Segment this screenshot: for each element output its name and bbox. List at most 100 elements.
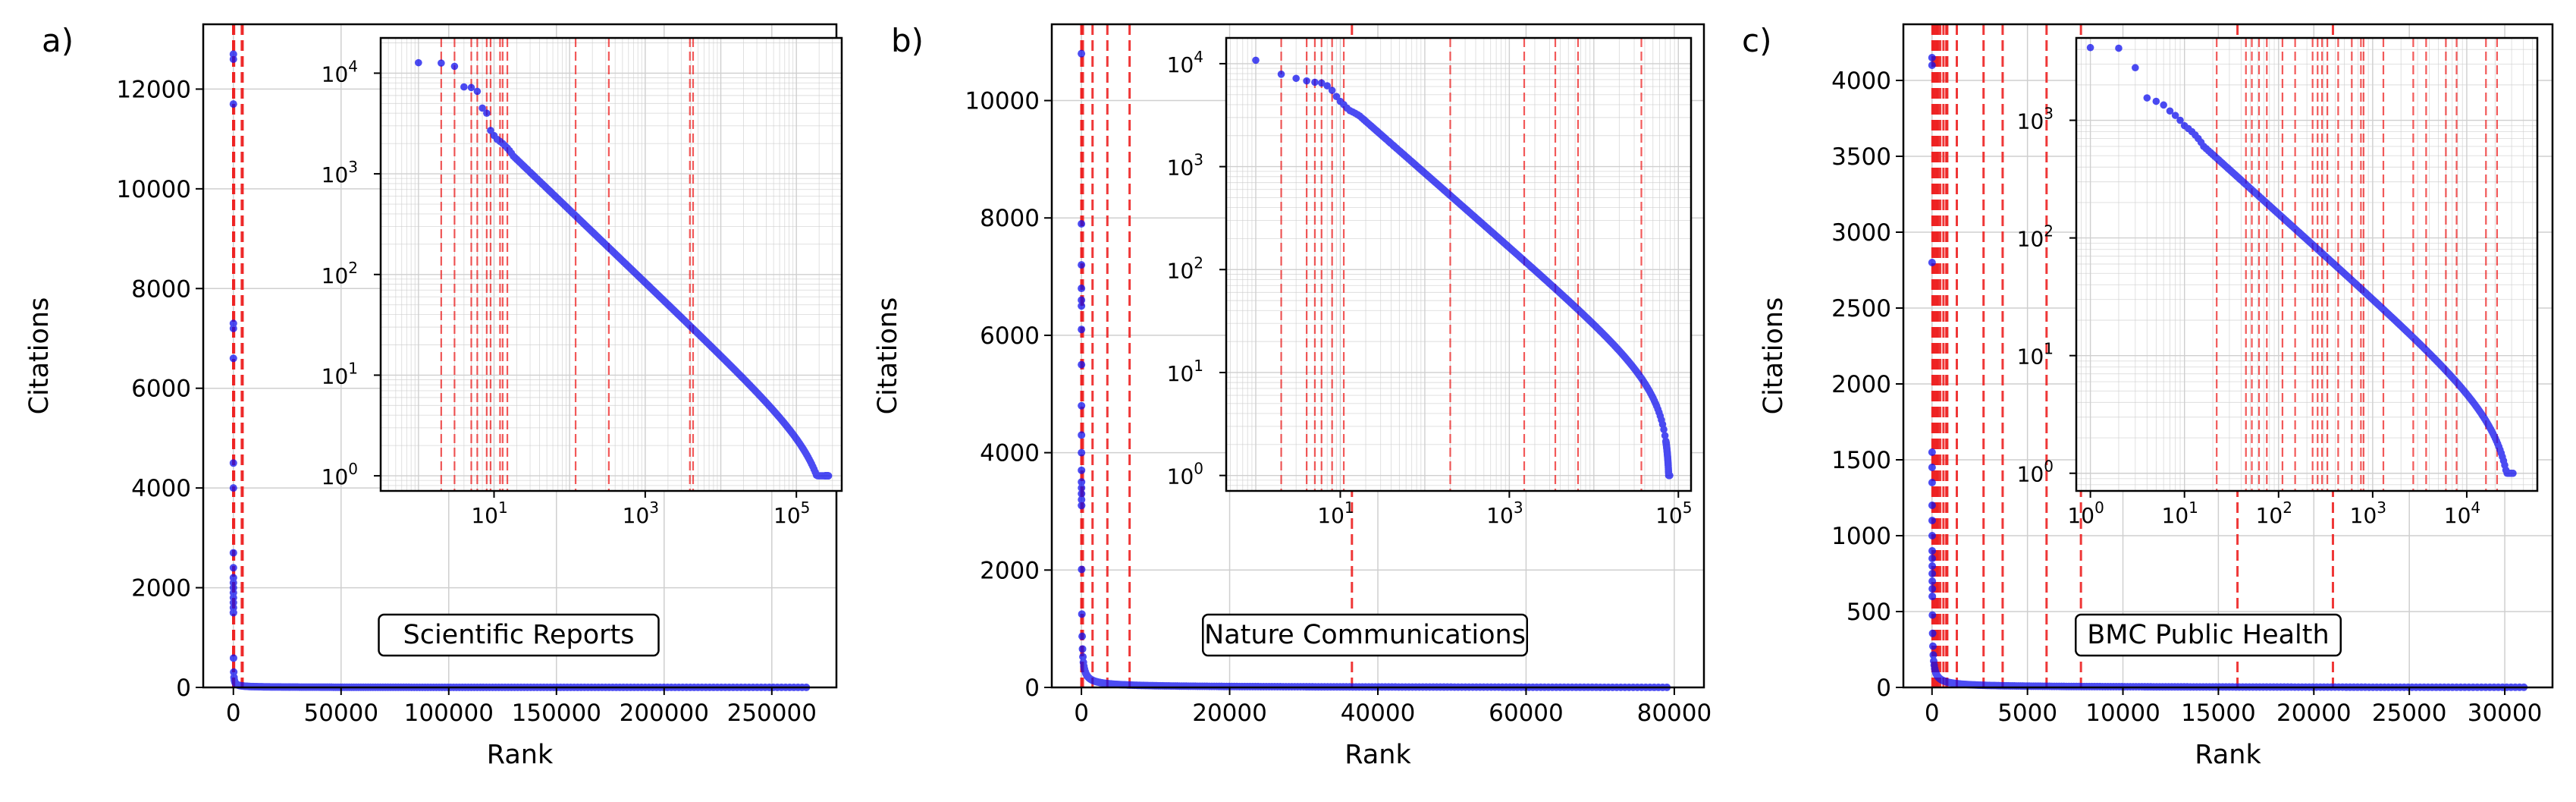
x-tick-label: 10000: [2085, 700, 2160, 727]
legend-text: BMC Public Health: [2087, 620, 2329, 650]
data-point: [1078, 401, 1086, 410]
inset-x-tick-label: 102: [2256, 498, 2292, 528]
data-point: [229, 484, 237, 492]
x-tick-label: 50000: [303, 700, 378, 727]
inset-y-tick-label: 101: [322, 359, 358, 388]
inset-data-point: [2132, 64, 2139, 72]
x-tick-label: 200000: [620, 700, 709, 727]
inset-data-point: [2086, 43, 2094, 52]
y-tick-label: 500: [1846, 599, 1891, 626]
data-point: [1078, 466, 1086, 474]
panel-1: 0 20000 40000 60000 80000 0 2000 4000 6000 8000 10…: [873, 22, 1712, 770]
data-point: [1928, 517, 1936, 524]
data-point: [1078, 360, 1086, 369]
axes-frame: [1902, 23, 2554, 689]
data-point: [229, 564, 237, 572]
inset-y-tick-label: 102: [1167, 253, 1203, 283]
data-point: [229, 549, 237, 557]
data-point: [1078, 484, 1086, 492]
y-tick-label: 1000: [1831, 523, 1891, 550]
inset-data-point: [2160, 101, 2167, 109]
data-point: [1078, 489, 1086, 498]
inset-data-point: [415, 58, 422, 67]
data-point: [1078, 431, 1086, 439]
inset-data-point: [2143, 94, 2151, 102]
legend-frame: [2075, 613, 2342, 657]
x-tick-label: 20000: [2276, 700, 2352, 727]
inset-data-point: [450, 62, 459, 71]
x-tick-label: 25000: [2372, 700, 2447, 727]
data-point: [1078, 565, 1086, 574]
data-point: [1928, 611, 1937, 619]
inset-data-point: [2171, 112, 2179, 119]
data-point: [229, 609, 237, 617]
inset-x-tick-label: 103: [1486, 498, 1523, 528]
y-tick-label: 8000: [131, 275, 191, 303]
inset-data-point: [460, 83, 468, 91]
inset-x-tick-label: 101: [1317, 498, 1354, 528]
data-point: [1928, 629, 1937, 637]
data-point: [1928, 448, 1936, 456]
y-tick-label: 4000: [1831, 68, 1891, 95]
x-tick-label: 30000: [2468, 700, 2543, 727]
x-tick-label: 100000: [404, 700, 494, 727]
data-point: [1928, 61, 1936, 69]
inset-data-point: [1252, 56, 1260, 64]
inset-data-point: [1660, 426, 1668, 433]
data-point: [1078, 219, 1086, 228]
inset-data-point: [824, 472, 833, 480]
inset-background: [1226, 38, 1691, 491]
y-axis-label: Citations: [873, 297, 903, 415]
data-point: [229, 55, 237, 63]
inset-y-tick-label: 104: [322, 57, 358, 86]
legend-frame: [1202, 613, 1528, 657]
data-point: [1078, 296, 1086, 304]
x-tick-label: 60000: [1489, 700, 1564, 727]
data-point: [1928, 562, 1937, 570]
inset-data-point: [1328, 86, 1336, 94]
data-point: [1078, 285, 1086, 293]
inset-x-tick-label: 100: [2067, 498, 2104, 528]
data-point: [229, 354, 237, 363]
inset-y-tick-label: 102: [322, 259, 358, 288]
inset-y-tick-label: 101: [1167, 357, 1203, 386]
data-point: [1928, 585, 1937, 593]
inset-frame: [2075, 36, 2539, 492]
inset-y-tick-label: 104: [1167, 48, 1203, 77]
data-point: [1928, 555, 1937, 562]
data-point: [1928, 577, 1937, 585]
inset-data-point: [1277, 71, 1285, 78]
data-point: [1078, 478, 1086, 486]
x-tick-label: 0: [1925, 700, 1940, 727]
inset-data-point: [2176, 116, 2184, 124]
inset-data-point: [1665, 471, 1674, 480]
inset-y-tick-label: 103: [2017, 105, 2054, 134]
inset-x-tick-label: 105: [1655, 498, 1692, 528]
inset-data-point: [483, 109, 491, 118]
y-tick-label: 1500: [1831, 447, 1891, 474]
y-tick-label: 0: [176, 675, 191, 702]
data-point: [1928, 479, 1936, 486]
x-tick-label: 0: [226, 700, 241, 727]
y-tick-label: 0: [1876, 675, 1891, 702]
data-point: [229, 459, 237, 467]
y-tick-label: 6000: [131, 376, 191, 403]
legend-text: Nature Communications: [1204, 620, 1526, 650]
inset-x-tick-label: 101: [2162, 498, 2198, 528]
inset-data-point: [467, 83, 475, 92]
legend-box: BMC Public Health: [2075, 613, 2342, 657]
inset-data-point: [2166, 107, 2174, 115]
y-axis-label: Citations: [1759, 297, 1789, 415]
inset-y-tick-label: 101: [2017, 340, 2054, 370]
y-tick-label: 3500: [1831, 143, 1891, 171]
x-tick-label: 250000: [727, 700, 817, 727]
inset-data-point: [487, 127, 494, 134]
legend-text: Scientific Reports: [403, 620, 634, 650]
inset-y-tick-label: 102: [2017, 222, 2054, 252]
y-tick-label: 0: [1024, 675, 1040, 702]
inset-data-point: [2509, 469, 2517, 477]
inset-y-tick-label: 100: [2017, 458, 2054, 487]
data-point: [1928, 547, 1937, 555]
x-tick-label: 150000: [512, 700, 601, 727]
x-tick-label: 40000: [1341, 700, 1416, 727]
